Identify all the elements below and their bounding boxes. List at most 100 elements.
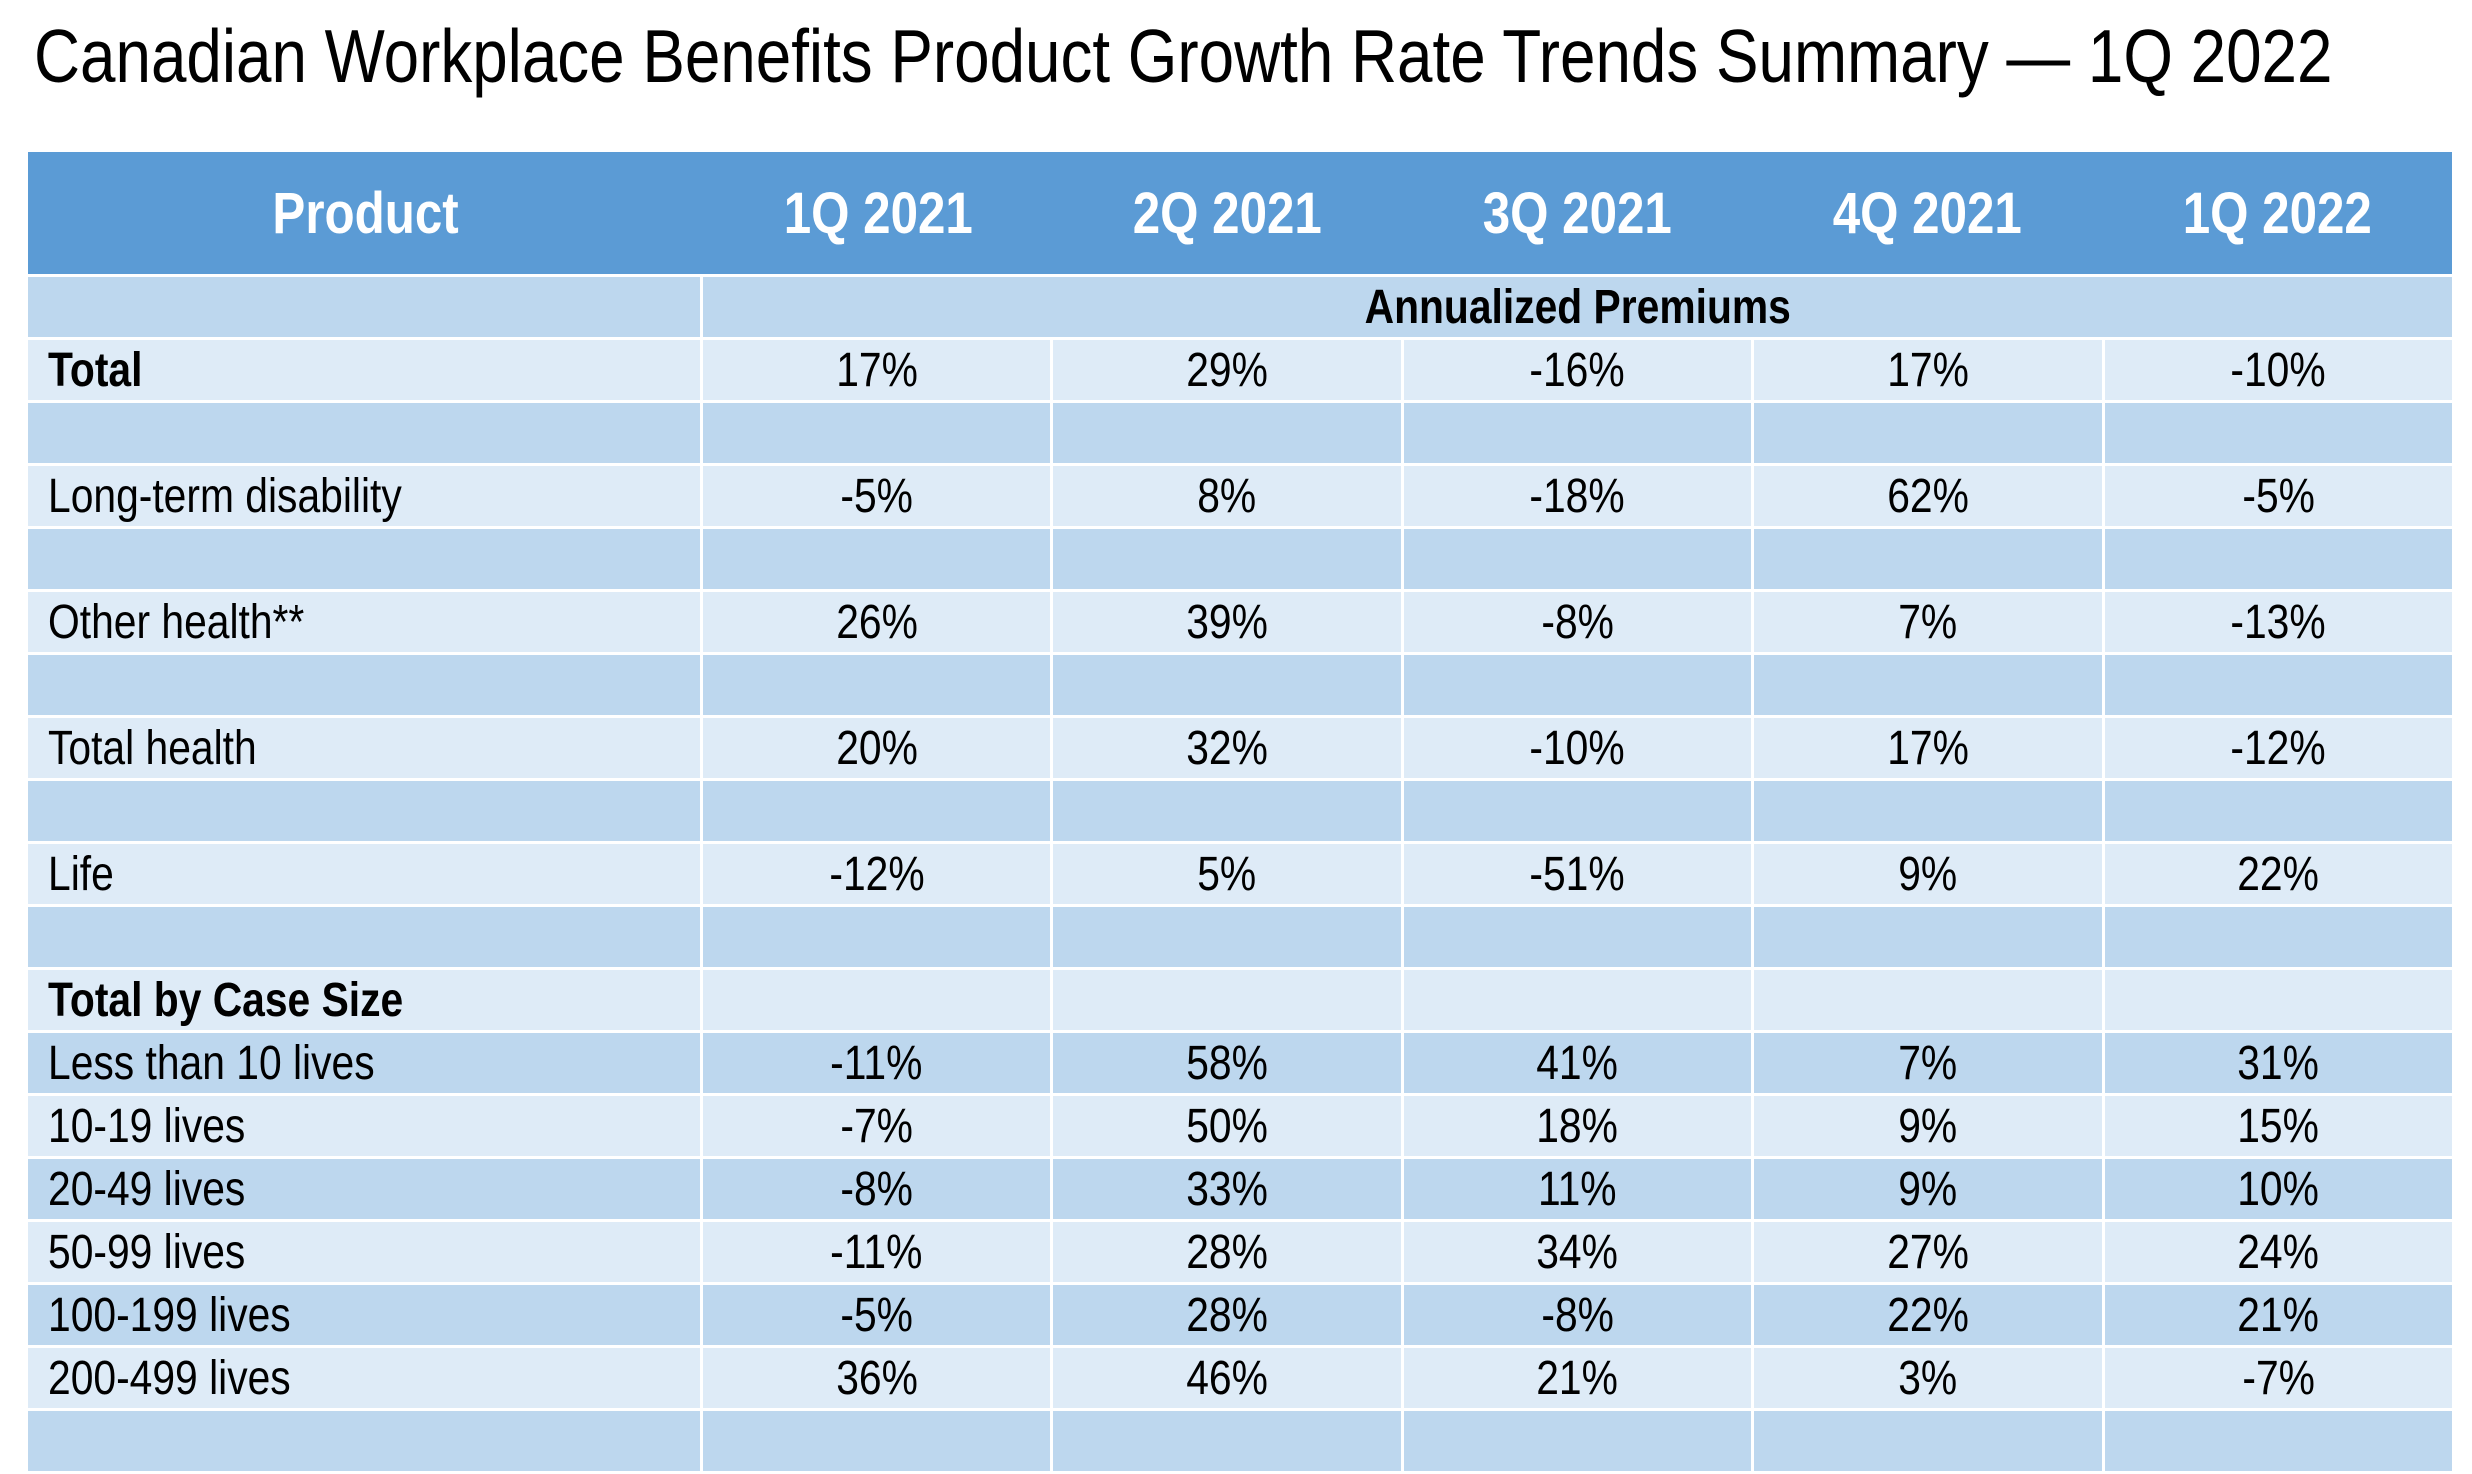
product-cell: Long-term disability xyxy=(28,466,703,529)
value-cell xyxy=(2104,655,2453,718)
value-label: 58% xyxy=(1186,1036,1268,1090)
value-cell: -8% xyxy=(1403,592,1755,655)
value-cell: 20% xyxy=(703,718,1054,781)
value-label: -51% xyxy=(1529,847,1626,901)
value-label: -8% xyxy=(1541,1288,1614,1342)
value-cell xyxy=(1754,781,2105,844)
product-cell: Less than 10 lives xyxy=(28,1033,703,1096)
value-label: 18% xyxy=(1536,1099,1619,1153)
product-label: Less than 10 lives xyxy=(48,1036,375,1090)
value-cell: -7% xyxy=(2104,1348,2453,1411)
value-cell: 17% xyxy=(703,340,1054,403)
product-cell: Total by Case Size xyxy=(28,970,703,1033)
value-cell xyxy=(703,529,1054,592)
value-label: 39% xyxy=(1186,595,1268,649)
column-header-product: Product xyxy=(272,180,459,246)
value-label: 34% xyxy=(1536,1225,1619,1279)
value-label: 32% xyxy=(1186,721,1268,775)
column-header-3q-2021: 3Q 2021 xyxy=(1482,180,1673,246)
column-header-4q-2021: 4Q 2021 xyxy=(1832,180,2022,246)
value-cell: -51% xyxy=(1403,844,1755,907)
table-header-row: Product 1Q 2021 2Q 2021 3Q 2021 4Q 2021 … xyxy=(28,152,2452,277)
product-cell xyxy=(28,907,703,970)
value-label: -16% xyxy=(1529,343,1626,397)
value-cell xyxy=(1754,655,2105,718)
page-title-text: Canadian Workplace Benefits Product Grow… xyxy=(34,14,2333,98)
value-cell: 18% xyxy=(1403,1096,1755,1159)
value-cell: 46% xyxy=(1053,1348,1404,1411)
value-label: -11% xyxy=(830,1036,923,1090)
value-cell xyxy=(1053,907,1404,970)
benefits-growth-table: Product 1Q 2021 2Q 2021 3Q 2021 4Q 2021 … xyxy=(28,152,2453,1474)
value-label: -8% xyxy=(840,1162,913,1216)
value-cell: -5% xyxy=(2104,466,2453,529)
value-cell: 5% xyxy=(1053,844,1404,907)
annualized-premiums-label: Annualized Premiums xyxy=(1364,280,1791,334)
value-label: -7% xyxy=(840,1099,913,1153)
value-cell: -11% xyxy=(703,1222,1054,1285)
value-label: 46% xyxy=(1186,1351,1268,1405)
spacer-row xyxy=(28,529,2453,592)
value-label: 21% xyxy=(1536,1351,1619,1405)
value-cell xyxy=(703,907,1054,970)
value-cell: -5% xyxy=(703,466,1054,529)
value-label: -18% xyxy=(1529,469,1626,523)
value-label: 7% xyxy=(1898,595,1958,649)
value-cell xyxy=(1403,1411,1755,1474)
value-cell: -8% xyxy=(703,1159,1054,1222)
table-row: Less than 10 lives -11% 58% 41% 7% 31% xyxy=(28,1033,2453,1096)
value-label: 33% xyxy=(1186,1162,1268,1216)
table-row: 10-19 lives -7% 50% 18% 9% 15% xyxy=(28,1096,2453,1159)
value-cell: 28% xyxy=(1053,1222,1404,1285)
value-label: 5% xyxy=(1197,847,1257,901)
value-cell xyxy=(1754,907,2105,970)
product-cell xyxy=(28,781,703,844)
product-cell xyxy=(28,277,703,340)
value-cell: -7% xyxy=(703,1096,1054,1159)
value-label: 17% xyxy=(835,343,918,397)
value-cell: 50% xyxy=(1053,1096,1404,1159)
table-row: 100-199 lives -5% 28% -8% 22% 21% xyxy=(28,1285,2453,1348)
value-label: -11% xyxy=(830,1225,923,1279)
product-cell: Other health** xyxy=(28,592,703,655)
value-cell: 21% xyxy=(1403,1348,1755,1411)
value-cell xyxy=(2104,781,2453,844)
column-header-2q-2021: 2Q 2021 xyxy=(1133,180,1323,246)
value-label: 28% xyxy=(1186,1225,1268,1279)
value-label: 26% xyxy=(835,595,918,649)
value-cell: 7% xyxy=(1754,1033,2105,1096)
value-cell: 17% xyxy=(1754,340,2105,403)
value-cell: 21% xyxy=(2104,1285,2453,1348)
product-cell: 50-99 lives xyxy=(28,1222,703,1285)
value-cell xyxy=(703,655,1054,718)
value-cell: 22% xyxy=(1754,1285,2105,1348)
value-cell: 32% xyxy=(1053,718,1404,781)
value-label: -5% xyxy=(2242,469,2315,523)
value-label: 24% xyxy=(2237,1225,2320,1279)
value-cell: 26% xyxy=(703,592,1054,655)
value-label: 15% xyxy=(2237,1099,2320,1153)
value-cell: 17% xyxy=(1754,718,2105,781)
value-label: 31% xyxy=(2237,1036,2320,1090)
value-label: -12% xyxy=(2230,721,2326,775)
value-cell: 27% xyxy=(1754,1222,2105,1285)
value-cell: 39% xyxy=(1053,592,1404,655)
product-cell xyxy=(28,403,703,466)
value-cell: 28% xyxy=(1053,1285,1404,1348)
value-label: 62% xyxy=(1887,469,1969,523)
product-cell xyxy=(28,1411,703,1474)
value-label: 22% xyxy=(2237,847,2320,901)
value-cell xyxy=(1053,781,1404,844)
spacer-row xyxy=(28,1411,2453,1474)
value-cell: -11% xyxy=(703,1033,1054,1096)
value-label: 20% xyxy=(835,721,918,775)
value-cell xyxy=(703,403,1054,466)
product-cell: 10-19 lives xyxy=(28,1096,703,1159)
value-cell: -16% xyxy=(1403,340,1755,403)
value-cell: 22% xyxy=(2104,844,2453,907)
column-header-1q-2021: 1Q 2021 xyxy=(783,180,973,246)
value-cell xyxy=(703,1411,1054,1474)
value-label: 9% xyxy=(1898,1099,1958,1153)
value-cell: 31% xyxy=(2104,1033,2453,1096)
value-label: 28% xyxy=(1186,1288,1268,1342)
